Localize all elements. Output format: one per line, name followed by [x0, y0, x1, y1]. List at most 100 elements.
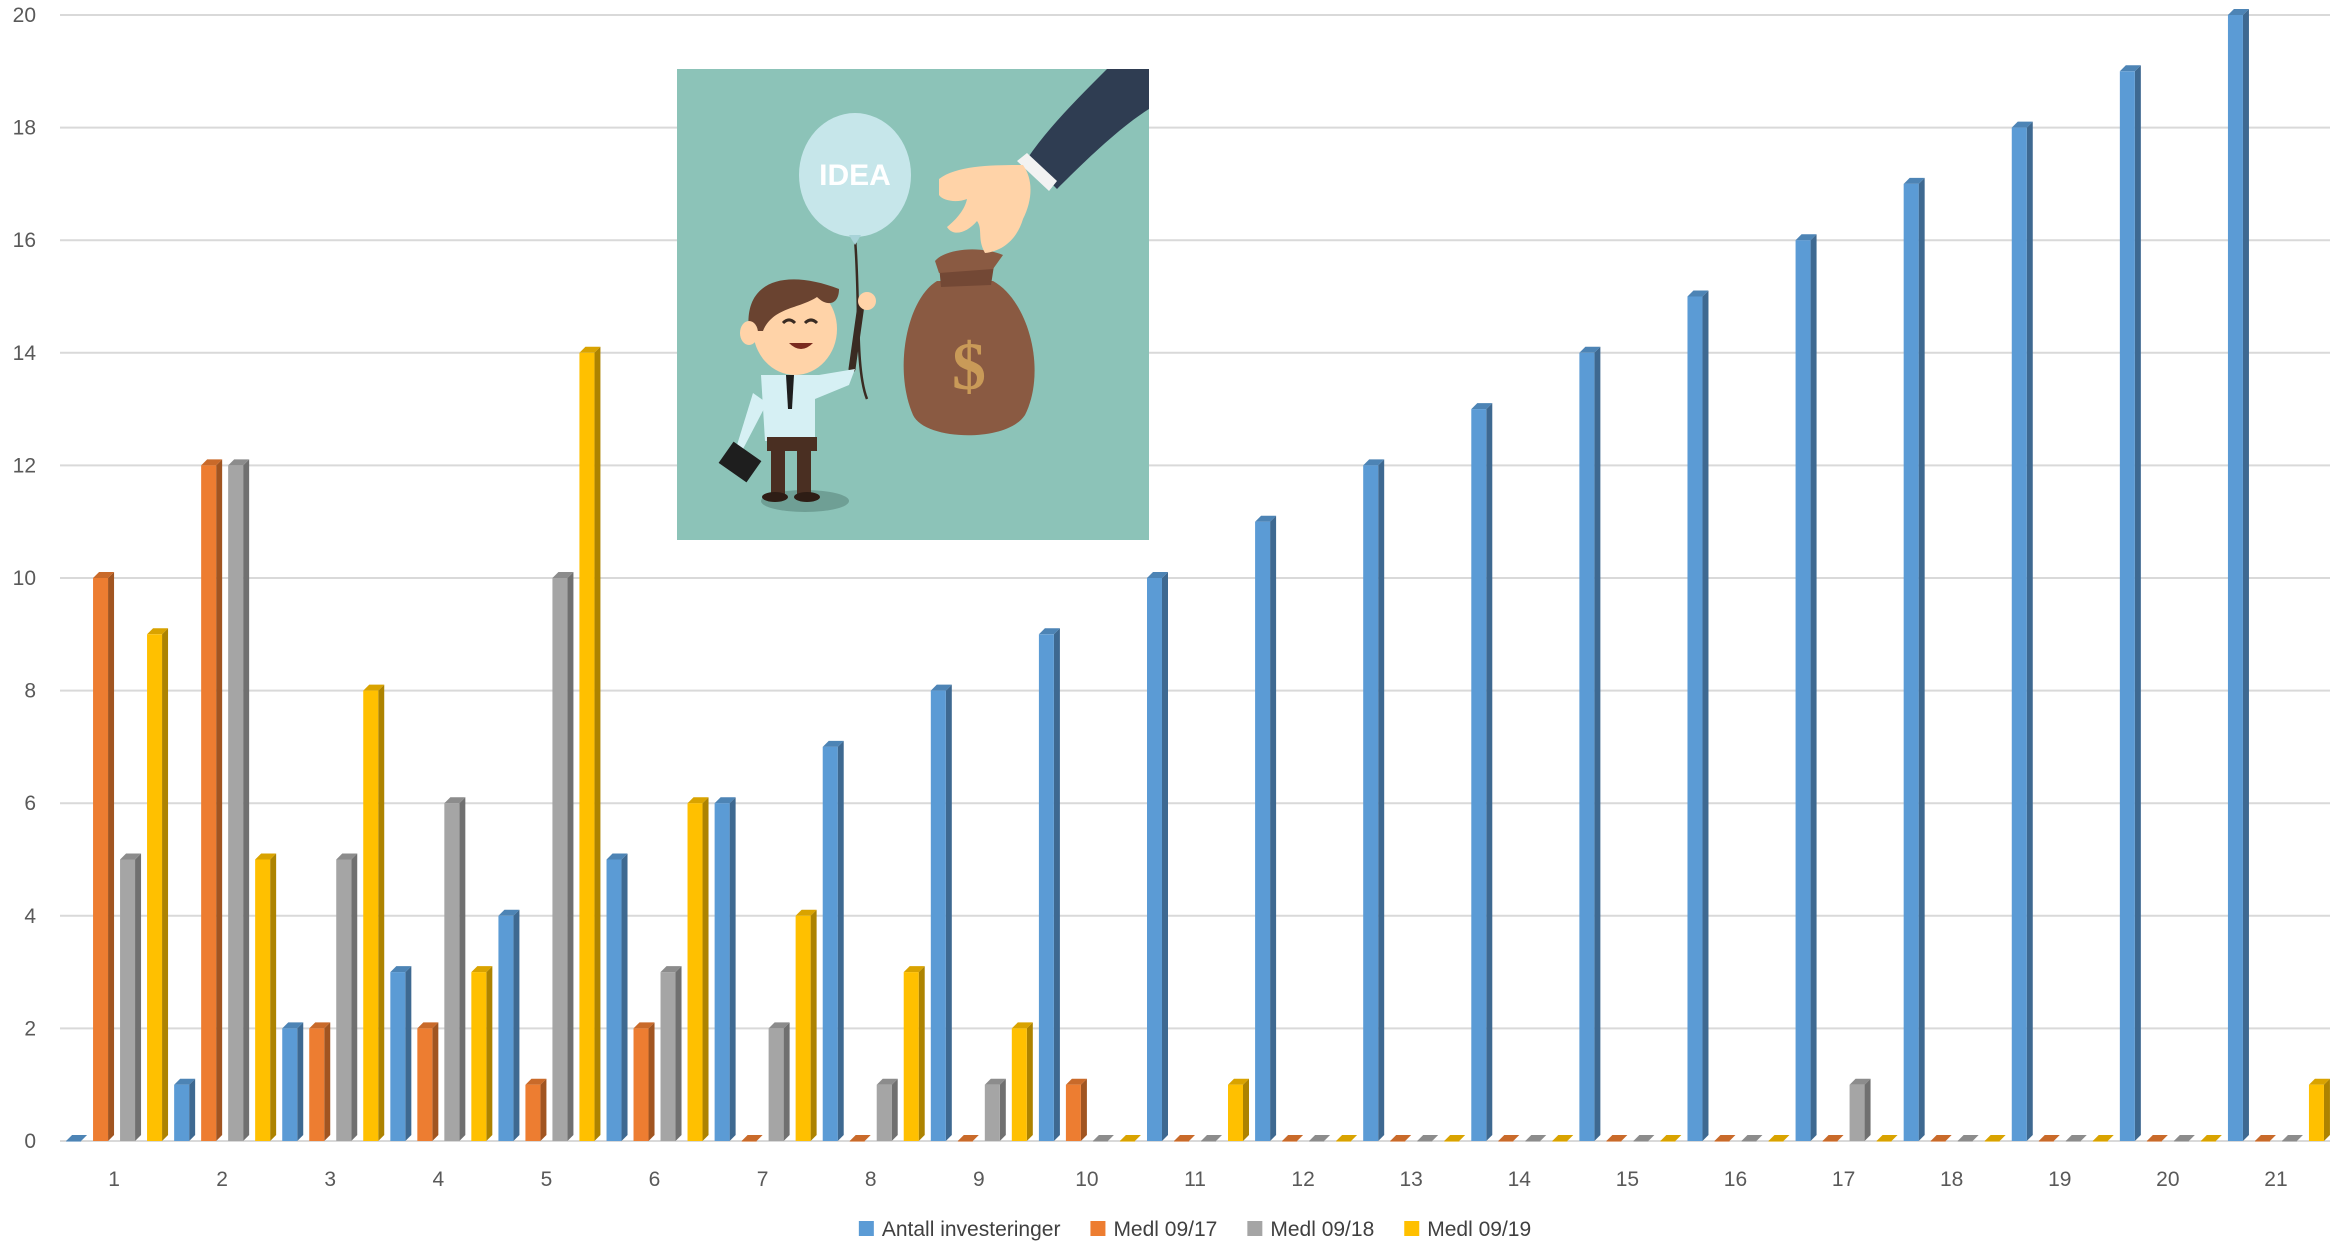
bar — [1606, 1135, 1628, 1142]
x-tick-label: 17 — [1832, 1168, 1855, 1191]
bar — [1525, 1135, 1547, 1142]
x-tick-label: 10 — [1075, 1168, 1098, 1191]
y-tick-label: 12 — [13, 454, 36, 477]
bar — [1930, 1135, 1952, 1142]
bar — [1092, 1135, 1114, 1142]
bar — [1255, 515, 1277, 1141]
bar — [2011, 121, 2033, 1142]
y-tick-label: 10 — [13, 567, 36, 590]
x-tick-label: 1 — [108, 1168, 120, 1191]
y-tick-label: 6 — [24, 792, 36, 815]
bar — [363, 684, 385, 1141]
bar — [1363, 459, 1385, 1141]
bar — [687, 797, 709, 1141]
x-tick-label: 21 — [2264, 1168, 2287, 1191]
x-tick-label: 9 — [973, 1168, 985, 1191]
x-tick-label: 14 — [1508, 1168, 1532, 1191]
bar — [741, 1135, 763, 1142]
bar — [579, 346, 601, 1141]
y-tick-label: 8 — [24, 680, 36, 703]
bar — [1552, 1135, 1574, 1142]
bar — [1309, 1135, 1331, 1142]
legend-label: Medl 09/17 — [1113, 1218, 1217, 1241]
bar — [1417, 1135, 1439, 1142]
bar — [1633, 1135, 1655, 1142]
bar — [2281, 1135, 2303, 1142]
legend-item: Medl 09/18 — [1247, 1218, 1374, 1241]
bar — [1903, 177, 1925, 1141]
y-tick-label: 14 — [13, 342, 37, 365]
bar — [147, 628, 169, 1141]
bar — [1147, 572, 1168, 1141]
y-tick-label: 0 — [24, 1130, 36, 1153]
bar — [498, 909, 520, 1141]
y-tick-label: 18 — [13, 117, 36, 140]
bar — [984, 1078, 1006, 1141]
bar — [174, 1078, 196, 1141]
bar — [1174, 1135, 1195, 1142]
bar — [1741, 1135, 1763, 1142]
investor-hand-icon — [939, 69, 1149, 253]
bar — [1957, 1135, 1979, 1142]
bar — [1876, 1135, 1898, 1142]
bar — [2038, 1135, 2060, 1142]
bar — [120, 853, 142, 1141]
bar — [822, 740, 844, 1141]
x-axis-ticks: 1 2 3 4 5 6 7 8 9 10 11 12 13 14 15 16 17 18 19 20 21 — [108, 1168, 2287, 1191]
legend-label: Medl 09/18 — [1270, 1218, 1374, 1241]
y-tick-label: 4 — [24, 905, 36, 928]
bar — [1714, 1135, 1736, 1142]
bar — [1065, 1078, 1087, 1141]
x-tick-label: 16 — [1724, 1168, 1747, 1191]
bar — [2227, 9, 2249, 1141]
bar — [525, 1078, 547, 1141]
bar — [1471, 403, 1493, 1142]
bar — [1282, 1135, 1304, 1142]
svg-text:$: $ — [952, 328, 986, 404]
bar — [768, 1022, 790, 1141]
bar — [2146, 1135, 2168, 1142]
bar — [660, 966, 682, 1141]
investor-illustration: IDEA — [677, 69, 1149, 540]
bar — [1201, 1135, 1222, 1142]
legend-item: Antall investeringer — [858, 1218, 1060, 1241]
x-tick-label: 5 — [541, 1168, 553, 1191]
bar — [1822, 1135, 1844, 1142]
bar — [282, 1022, 304, 1141]
legend: Antall investeringer Medl 09/17 Medl 09/18… — [858, 1218, 1531, 1241]
bar — [2173, 1135, 2195, 1142]
bar — [1444, 1135, 1466, 1142]
y-tick-label: 16 — [13, 229, 36, 252]
bar — [714, 797, 736, 1141]
x-tick-label: 2 — [216, 1168, 228, 1191]
y-tick-label: 20 — [13, 4, 36, 27]
bar — [606, 853, 628, 1141]
bar — [2308, 1078, 2330, 1141]
bar — [1498, 1135, 1520, 1142]
x-tick-label: 18 — [1940, 1168, 1963, 1191]
businessman-icon — [718, 279, 876, 502]
bar — [849, 1135, 871, 1142]
bar — [930, 684, 952, 1141]
legend-item: Medl 09/17 — [1090, 1218, 1217, 1241]
x-tick-label: 8 — [865, 1168, 877, 1191]
legend-swatch — [1404, 1221, 1420, 1236]
bar — [1660, 1135, 1682, 1142]
bar — [228, 459, 250, 1141]
bar — [1984, 1135, 2006, 1142]
x-tick-label: 12 — [1291, 1168, 1314, 1191]
bar — [444, 797, 466, 1141]
bar — [2092, 1135, 2114, 1142]
bar — [2254, 1135, 2276, 1142]
bar — [390, 966, 412, 1141]
bar — [1390, 1135, 1412, 1142]
bar — [1011, 1022, 1033, 1141]
bar — [1119, 1135, 1141, 1142]
bars — [66, 9, 2330, 1142]
bar — [903, 966, 925, 1141]
bar — [876, 1078, 898, 1141]
bar — [2200, 1135, 2222, 1142]
y-axis-ticks: 0 2 4 6 8 10 12 14 16 18 20 — [13, 4, 37, 1153]
